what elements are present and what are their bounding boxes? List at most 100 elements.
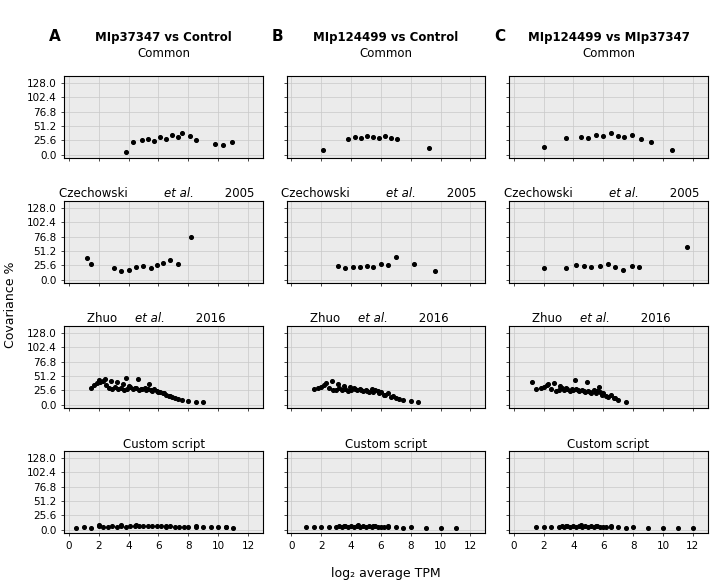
Point bbox=[368, 132, 379, 141]
Point bbox=[405, 523, 416, 532]
Point bbox=[97, 376, 109, 386]
Point bbox=[352, 520, 364, 530]
Point bbox=[330, 522, 342, 532]
Point bbox=[332, 380, 343, 389]
Point bbox=[580, 387, 591, 397]
Text: 2016: 2016 bbox=[637, 312, 671, 325]
Point bbox=[120, 147, 132, 156]
Point bbox=[156, 522, 167, 531]
Point bbox=[538, 382, 549, 391]
Point bbox=[130, 383, 142, 393]
Point bbox=[578, 261, 590, 271]
Point bbox=[217, 140, 228, 149]
Point bbox=[591, 387, 603, 396]
Point bbox=[620, 523, 631, 533]
Point bbox=[657, 523, 669, 533]
Point bbox=[220, 523, 232, 532]
Point bbox=[127, 384, 139, 394]
Point bbox=[81, 254, 92, 263]
Point bbox=[378, 390, 390, 399]
Point bbox=[344, 382, 355, 391]
Point bbox=[318, 380, 330, 390]
Point bbox=[93, 520, 104, 529]
Point bbox=[573, 522, 585, 531]
Point bbox=[374, 389, 385, 398]
Point bbox=[337, 521, 349, 530]
Point bbox=[139, 383, 151, 393]
Point bbox=[159, 389, 170, 398]
Point bbox=[535, 383, 546, 393]
Text: MIp124499 vs MIp37347: MIp124499 vs MIp37347 bbox=[528, 31, 689, 44]
Point bbox=[340, 264, 351, 273]
Point bbox=[119, 386, 130, 395]
Title: Custom script: Custom script bbox=[122, 438, 204, 451]
Point bbox=[342, 522, 354, 532]
Point bbox=[164, 255, 176, 265]
Text: et al.: et al. bbox=[358, 312, 388, 325]
Point bbox=[177, 396, 188, 405]
Point bbox=[151, 522, 162, 531]
Point bbox=[583, 522, 594, 532]
Point bbox=[541, 380, 552, 390]
Point bbox=[366, 522, 378, 532]
Point bbox=[360, 522, 372, 532]
Text: et al.: et al. bbox=[608, 187, 638, 200]
Point bbox=[380, 390, 391, 399]
Point bbox=[565, 522, 576, 532]
Point bbox=[163, 391, 174, 400]
Point bbox=[209, 139, 221, 148]
Text: 2005: 2005 bbox=[443, 187, 477, 200]
Point bbox=[148, 136, 159, 145]
Point bbox=[160, 390, 172, 399]
Point bbox=[169, 393, 181, 403]
Point bbox=[122, 384, 133, 394]
Point bbox=[526, 377, 538, 387]
Point bbox=[111, 377, 122, 387]
Point bbox=[605, 390, 616, 399]
Point bbox=[166, 392, 177, 401]
Point bbox=[205, 522, 217, 532]
Title: Custom script: Custom script bbox=[345, 438, 427, 451]
Point bbox=[531, 523, 542, 532]
Point bbox=[429, 267, 440, 276]
Point bbox=[354, 263, 365, 272]
Point bbox=[392, 134, 403, 144]
Point bbox=[99, 374, 110, 383]
Point bbox=[566, 384, 578, 394]
Point bbox=[138, 261, 149, 270]
Point bbox=[435, 523, 446, 533]
Point bbox=[385, 133, 397, 142]
Point bbox=[583, 133, 594, 142]
Point bbox=[123, 265, 134, 274]
Point bbox=[575, 132, 586, 141]
Text: MIp37347 vs Control: MIp37347 vs Control bbox=[95, 31, 232, 44]
Point bbox=[687, 523, 699, 533]
Point bbox=[109, 382, 121, 391]
Point bbox=[160, 134, 172, 144]
Point bbox=[626, 261, 637, 271]
Point bbox=[393, 394, 405, 404]
Point bbox=[373, 522, 384, 532]
Point bbox=[336, 386, 347, 395]
Point bbox=[164, 391, 176, 401]
Point bbox=[190, 135, 202, 144]
Point bbox=[115, 266, 127, 275]
Point bbox=[315, 382, 327, 391]
Title: Custom script: Custom script bbox=[568, 438, 650, 451]
Point bbox=[351, 386, 363, 395]
Point bbox=[605, 522, 616, 531]
Point bbox=[174, 522, 185, 532]
Point bbox=[590, 521, 601, 530]
Text: Zhuo: Zhuo bbox=[532, 312, 566, 325]
Point bbox=[137, 384, 148, 394]
Point bbox=[197, 523, 209, 532]
Point bbox=[577, 386, 588, 395]
Point bbox=[362, 387, 373, 396]
Point bbox=[398, 523, 409, 533]
Point bbox=[398, 396, 409, 405]
Point bbox=[383, 389, 394, 398]
Point bbox=[336, 522, 347, 532]
Text: Zhuo: Zhuo bbox=[87, 312, 122, 325]
Point bbox=[681, 243, 693, 252]
Text: et al.: et al. bbox=[580, 312, 610, 325]
